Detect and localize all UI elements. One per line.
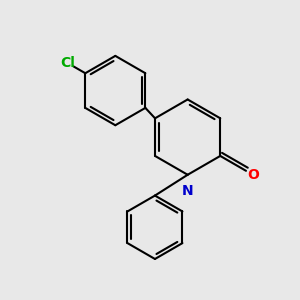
Text: O: O [247,168,259,182]
Text: N: N [182,184,194,198]
Text: Cl: Cl [60,56,75,70]
